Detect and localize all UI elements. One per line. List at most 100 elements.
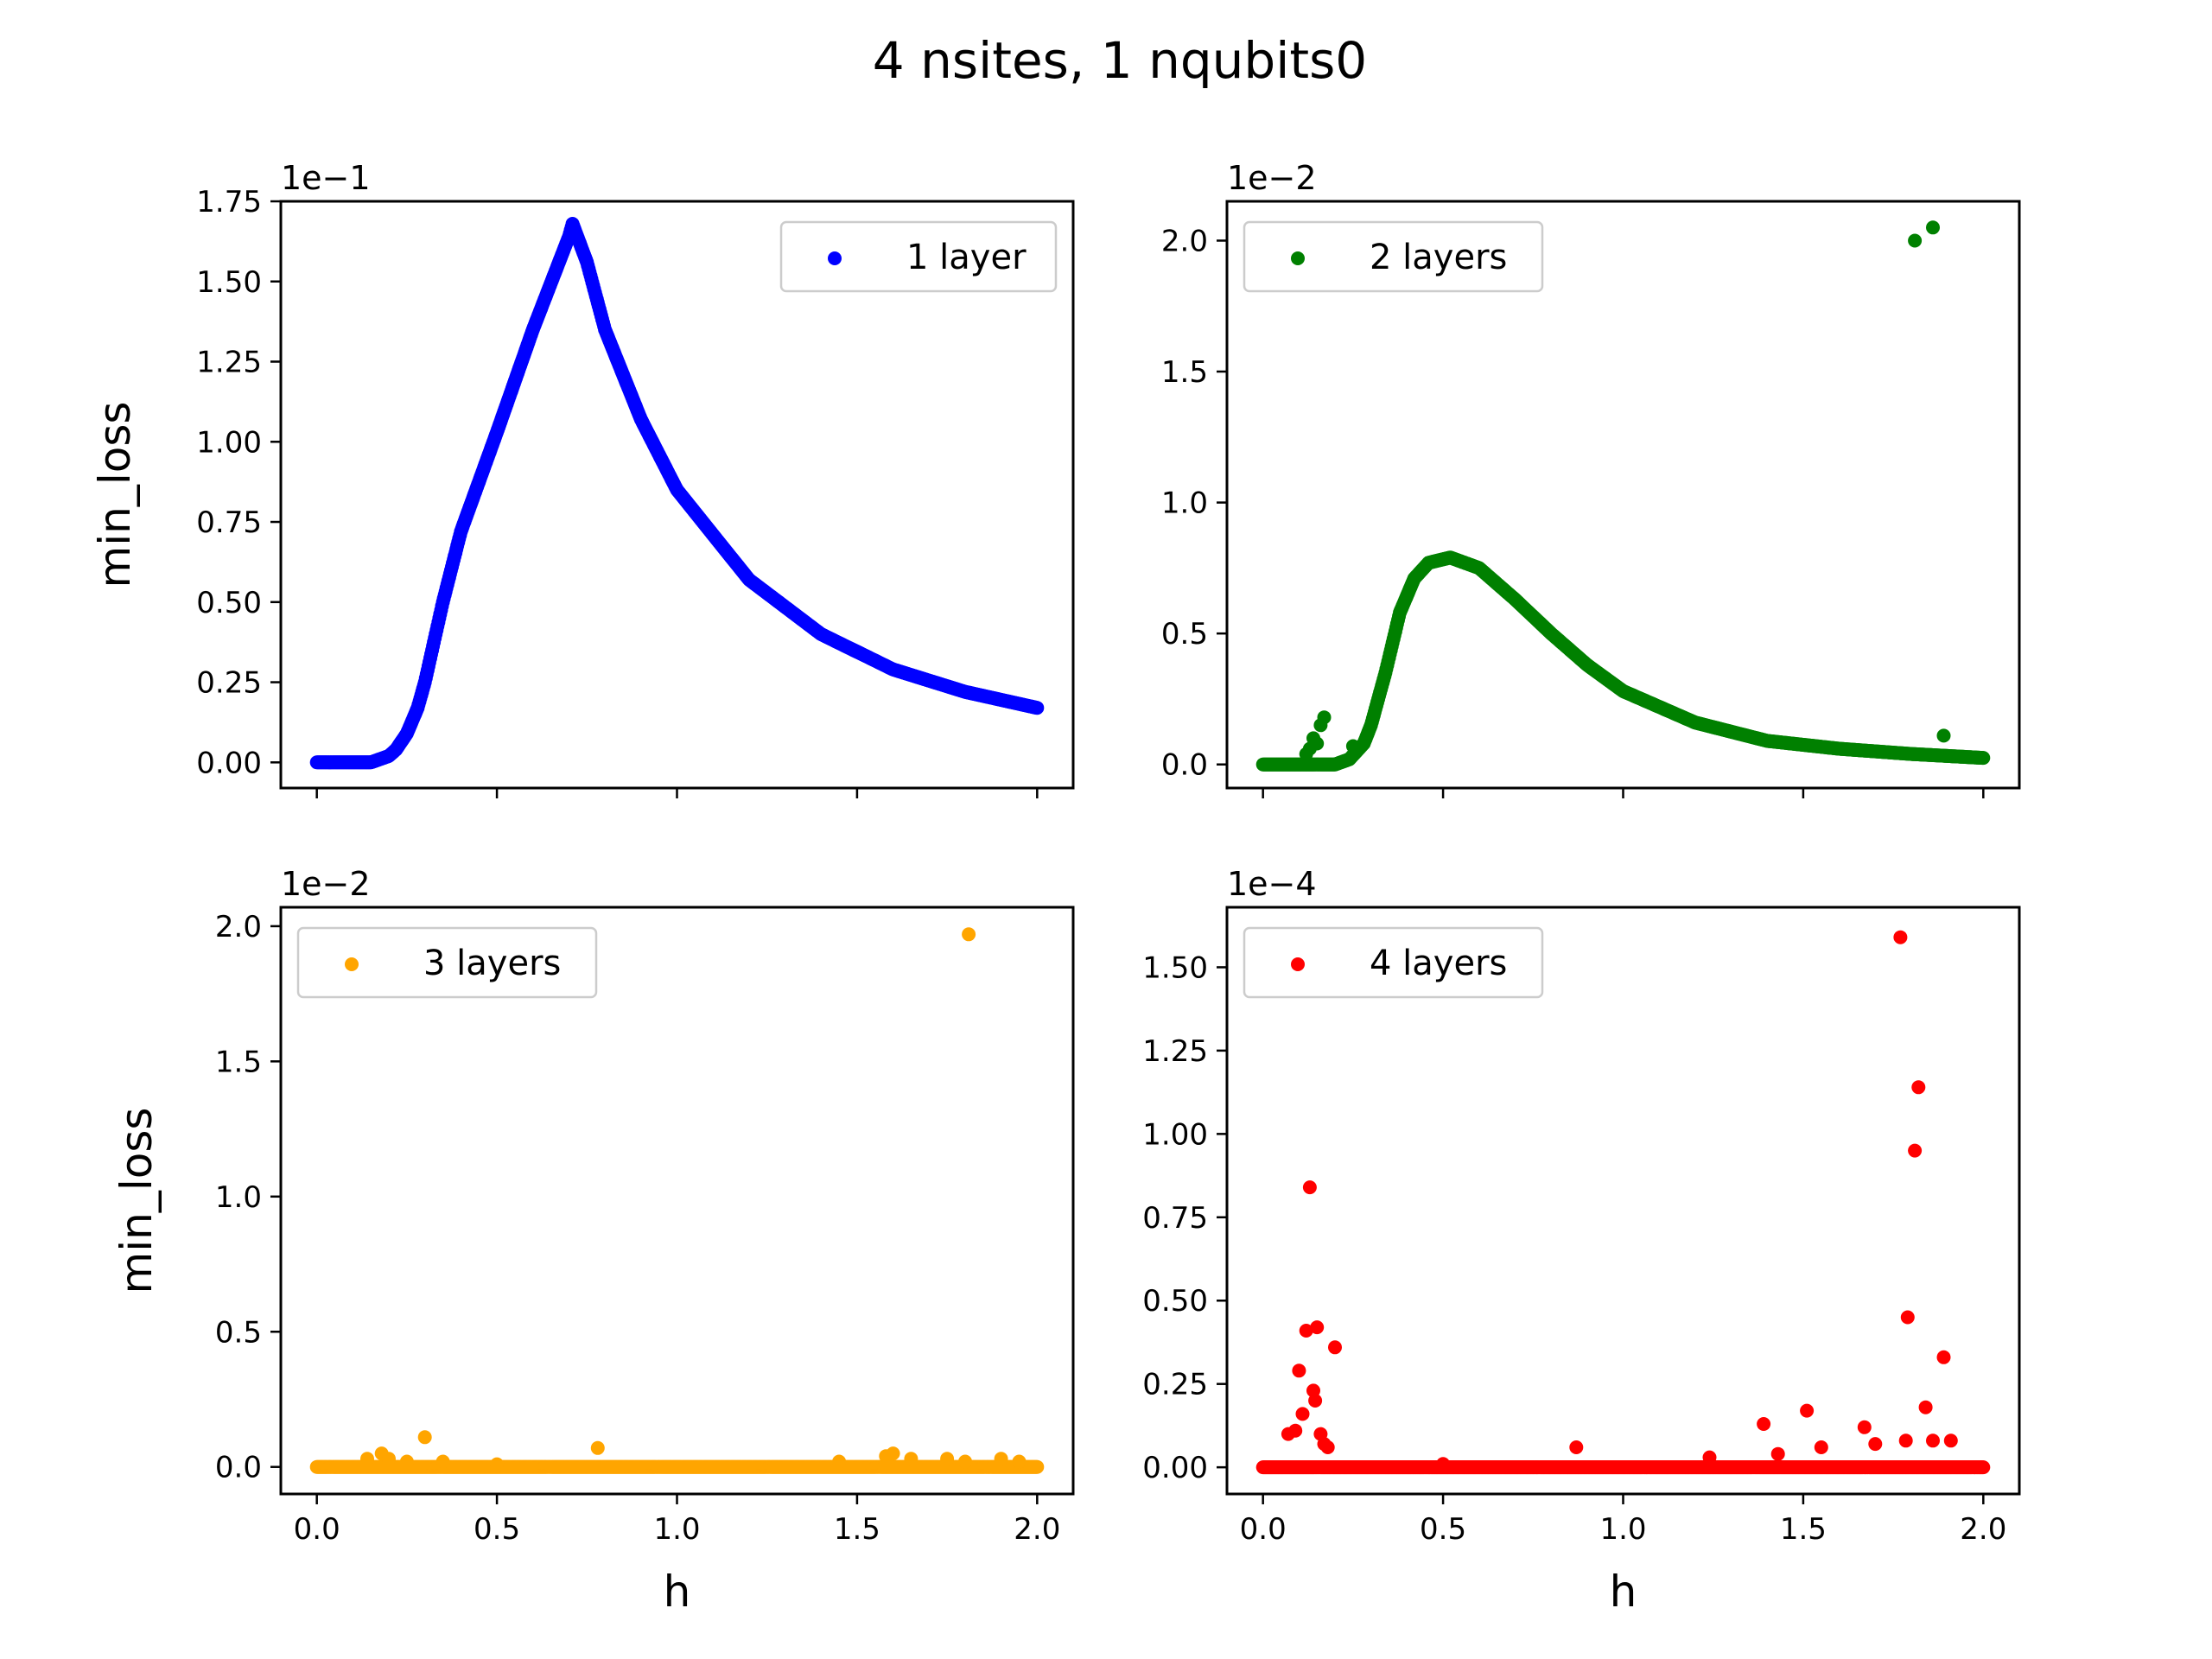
x-tick-label: 1.5 bbox=[1780, 1512, 1827, 1547]
data-point bbox=[1926, 1433, 1940, 1448]
data-point bbox=[1012, 1454, 1027, 1469]
y-tick-label: 1.25 bbox=[196, 346, 262, 380]
y-tick-label: 1.0 bbox=[1161, 486, 1208, 521]
legend-label: 3 layers bbox=[423, 944, 561, 983]
data-point bbox=[1900, 1310, 1915, 1325]
x-tick-label: 0.0 bbox=[1240, 1512, 1287, 1547]
data-point bbox=[1030, 1459, 1045, 1474]
data-point bbox=[1926, 220, 1940, 235]
subplot-1: 0.00 0.25 0.50 0.75 1.00 1.25 1.50 1.75 1e−1 min_… bbox=[90, 159, 1075, 798]
data-point bbox=[1295, 1407, 1310, 1421]
data-point bbox=[962, 927, 976, 942]
y-tick-label: 2.0 bbox=[1161, 224, 1208, 258]
legend: 2 layers bbox=[1243, 220, 1544, 293]
data-point bbox=[1310, 736, 1325, 751]
data-point bbox=[1436, 1457, 1451, 1471]
data-point bbox=[1310, 1320, 1325, 1335]
x-axis-label: h bbox=[1610, 1567, 1637, 1617]
data-point bbox=[1936, 728, 1951, 743]
data-point bbox=[1308, 1394, 1323, 1408]
x-tick-label: 1.0 bbox=[653, 1512, 700, 1547]
data-point bbox=[1757, 1417, 1771, 1431]
data-point bbox=[399, 1454, 414, 1469]
y-tick-label: 0.00 bbox=[196, 746, 262, 780]
data-point bbox=[1857, 1420, 1872, 1434]
data-point bbox=[1770, 1446, 1785, 1461]
y-tick-label: 1.75 bbox=[196, 185, 262, 219]
data-point bbox=[1976, 751, 1991, 766]
y-tick-label: 2.0 bbox=[215, 910, 262, 944]
legend-frame bbox=[779, 220, 1058, 293]
y-axis-label: min_loss bbox=[111, 1108, 162, 1294]
data-point bbox=[435, 1454, 450, 1469]
data-point bbox=[1868, 1437, 1883, 1452]
data-point bbox=[832, 1454, 847, 1469]
legend-marker bbox=[1291, 251, 1305, 265]
data-point bbox=[1299, 1324, 1313, 1338]
y-tick-label: 0.5 bbox=[215, 1315, 262, 1350]
x-tick-label: 1.0 bbox=[1599, 1512, 1646, 1547]
legend-frame bbox=[1243, 220, 1544, 293]
offset-text: 1e−1 bbox=[281, 159, 371, 197]
y-tick-label: 1.00 bbox=[1142, 1117, 1208, 1152]
y-tick-label: 1.25 bbox=[1142, 1034, 1208, 1069]
offset-text: 1e−2 bbox=[281, 865, 371, 903]
legend: 1 layer bbox=[779, 220, 1058, 293]
data-point bbox=[590, 1440, 605, 1455]
data-point bbox=[1898, 1433, 1913, 1448]
data-point bbox=[1908, 1143, 1923, 1158]
y-tick-label: 1.5 bbox=[215, 1045, 262, 1079]
offset-text: 1e−2 bbox=[1227, 159, 1317, 197]
legend-label: 4 layers bbox=[1370, 944, 1507, 983]
data-point bbox=[994, 1452, 1008, 1466]
data-point bbox=[1976, 1460, 1991, 1475]
y-tick-label: 1.50 bbox=[1142, 950, 1208, 985]
legend-frame bbox=[296, 926, 598, 999]
data-point bbox=[382, 1452, 396, 1466]
legend-marker bbox=[345, 957, 359, 971]
data-point bbox=[958, 1454, 972, 1469]
legend: 3 layers bbox=[296, 926, 598, 999]
x-tick-label: 0.5 bbox=[474, 1512, 520, 1547]
data-point bbox=[1893, 930, 1908, 944]
y-tick-label: 1.50 bbox=[196, 265, 262, 300]
data-point bbox=[1569, 1440, 1584, 1454]
x-tick-label: 1.5 bbox=[834, 1512, 880, 1547]
data-point bbox=[417, 1430, 432, 1445]
x-tick-label: 2.0 bbox=[1014, 1512, 1060, 1547]
y-tick-label: 1.00 bbox=[196, 425, 262, 460]
y-tick-label: 1.0 bbox=[215, 1180, 262, 1215]
figure-title: 4 nsites, 1 nqubits0 bbox=[873, 31, 1367, 90]
legend: 4 layers bbox=[1243, 926, 1544, 999]
y-tick-label: 0.25 bbox=[1142, 1368, 1208, 1402]
y-tick-label: 0.50 bbox=[1142, 1284, 1208, 1319]
legend-marker bbox=[1291, 957, 1305, 971]
data-point bbox=[1918, 1400, 1933, 1414]
offset-text: 1e−4 bbox=[1227, 865, 1317, 903]
subplot-2: 0.0 0.5 1.0 1.5 2.0 1e−2 2 layers bbox=[1161, 159, 2021, 798]
legend-marker bbox=[828, 251, 842, 265]
x-tick-label: 0.0 bbox=[294, 1512, 340, 1547]
data-point bbox=[1302, 1180, 1317, 1195]
data-point bbox=[1328, 1340, 1342, 1355]
x-tick-label: 2.0 bbox=[1960, 1512, 2006, 1547]
scatter-series bbox=[1255, 930, 1991, 1475]
y-tick-label: 0.0 bbox=[1161, 748, 1208, 783]
data-point bbox=[904, 1452, 918, 1466]
data-point bbox=[490, 1457, 505, 1471]
legend-label: 1 layer bbox=[906, 238, 1027, 277]
y-tick-label: 0.0 bbox=[215, 1451, 262, 1485]
x-tick-label: 0.5 bbox=[1420, 1512, 1466, 1547]
data-point bbox=[1911, 1080, 1926, 1095]
data-point bbox=[1320, 1440, 1335, 1454]
data-point bbox=[1702, 1450, 1717, 1465]
x-axis-label: h bbox=[664, 1567, 691, 1617]
scatter-series bbox=[309, 927, 1045, 1474]
data-point bbox=[940, 1452, 955, 1466]
y-tick-label: 0.50 bbox=[196, 586, 262, 620]
data-point bbox=[360, 1452, 374, 1466]
data-point bbox=[1800, 1403, 1815, 1418]
data-point bbox=[1317, 710, 1332, 725]
legend-frame bbox=[1243, 926, 1544, 999]
data-point bbox=[1936, 1350, 1951, 1364]
